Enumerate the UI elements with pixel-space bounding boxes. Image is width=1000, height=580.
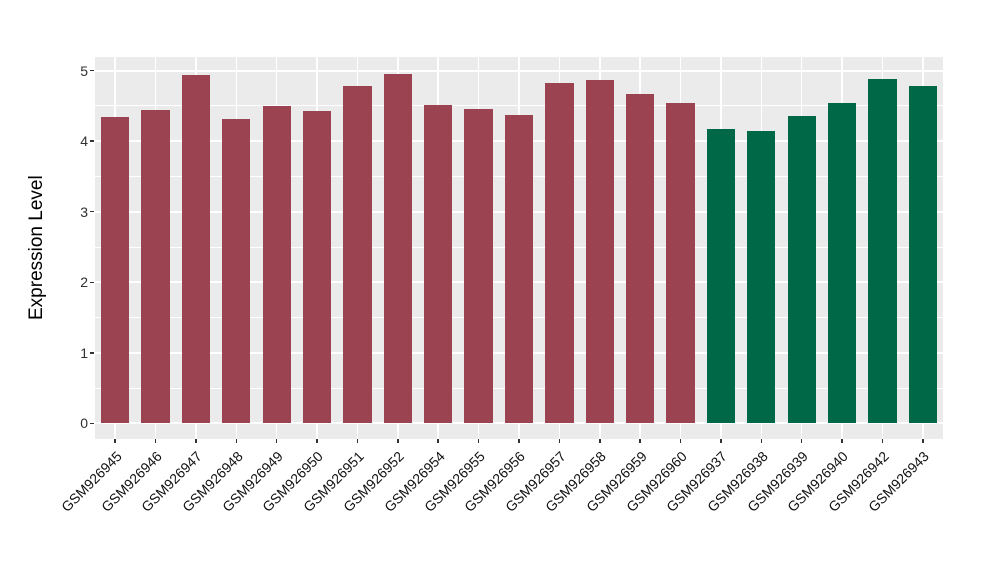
bar-GSM926948 <box>222 119 251 424</box>
bar-GSM926957 <box>545 82 574 424</box>
bar-GSM926952 <box>383 74 412 424</box>
bar-GSM926949 <box>262 105 291 424</box>
x-tick-mark-GSM926943 <box>922 439 924 443</box>
x-tick-mark-GSM926940 <box>841 439 843 443</box>
x-tick-mark-GSM926937 <box>720 439 722 443</box>
y-tick-mark-4 <box>90 140 94 142</box>
y-tick-mark-3 <box>90 210 94 213</box>
bar-GSM926960 <box>666 103 695 424</box>
bar-GSM926950 <box>302 110 332 424</box>
y-tick-label-2: 2 <box>80 274 88 291</box>
y-tick-label-5: 5 <box>80 62 88 79</box>
y-tick-mark-5 <box>90 69 94 72</box>
x-tick-mark-GSM926952 <box>397 439 399 443</box>
x-tick-mark-GSM926956 <box>518 439 520 443</box>
bar-GSM926943 <box>908 86 937 424</box>
x-tick-mark-GSM926948 <box>235 439 238 443</box>
bar-GSM926955 <box>464 108 493 424</box>
y-tick-label-3: 3 <box>80 203 88 220</box>
x-tick-mark-GSM926958 <box>599 439 601 443</box>
bar-GSM926938 <box>747 130 776 424</box>
x-tick-mark-GSM926959 <box>639 439 641 443</box>
bar-GSM926946 <box>141 110 170 424</box>
bar-GSM926956 <box>504 115 534 424</box>
y-tick-mark-0 <box>90 422 94 425</box>
x-tick-mark-GSM926954 <box>437 439 439 443</box>
x-tick-mark-GSM926950 <box>316 439 318 443</box>
bar-GSM926947 <box>181 74 211 424</box>
bar-GSM926937 <box>706 129 736 424</box>
x-tick-mark-GSM926955 <box>477 439 480 443</box>
bar-GSM926942 <box>868 79 897 424</box>
bar-GSM926939 <box>787 115 816 424</box>
x-tick-mark-GSM926951 <box>356 439 359 443</box>
bar-GSM926959 <box>626 93 655 424</box>
x-tick-mark-GSM926939 <box>800 439 803 443</box>
x-tick-mark-GSM926942 <box>881 439 884 443</box>
x-tick-mark-GSM926947 <box>195 439 197 443</box>
x-tick-mark-GSM926960 <box>679 439 682 443</box>
bar-GSM926958 <box>585 79 614 424</box>
x-tick-mark-GSM926938 <box>760 439 763 443</box>
x-tick-mark-GSM926949 <box>275 439 278 443</box>
x-tick-mark-GSM926957 <box>558 439 561 443</box>
y-tick-label-0: 0 <box>80 415 88 432</box>
y-tick-label-1: 1 <box>80 344 88 361</box>
gridline-major-y0 <box>95 422 943 425</box>
x-tick-mark-GSM926946 <box>154 439 157 443</box>
y-tick-mark-2 <box>90 281 94 283</box>
bar-GSM926951 <box>343 85 372 424</box>
y-tick-mark-1 <box>90 352 94 354</box>
x-tick-mark-GSM926945 <box>114 439 116 443</box>
bar-GSM926945 <box>101 116 130 424</box>
y-axis-title: Expression Level <box>26 175 47 321</box>
bar-GSM926954 <box>424 105 453 424</box>
gridline-major-y5 <box>95 69 943 72</box>
plot-panel <box>95 57 943 439</box>
y-tick-label-4: 4 <box>80 133 88 150</box>
bar-GSM926940 <box>827 103 857 424</box>
